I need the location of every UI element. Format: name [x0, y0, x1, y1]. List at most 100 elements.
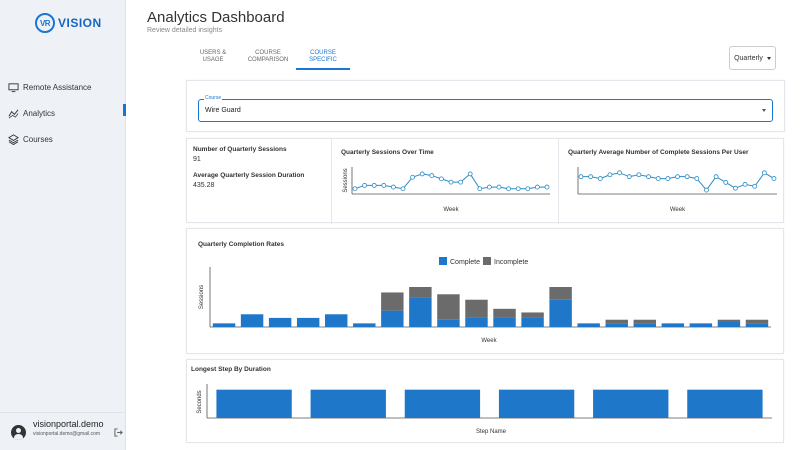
sidebar-item-label: Analytics	[23, 108, 56, 118]
course-select-card: Course Wire Guard	[186, 80, 785, 132]
data-point	[410, 174, 415, 180]
stats-summary: Number of Quarterly Sessions 91 Average …	[193, 146, 328, 231]
sessions-value: 91	[193, 156, 201, 163]
data-point	[704, 187, 709, 193]
data-point	[607, 172, 613, 178]
caret-down-icon	[762, 109, 766, 112]
data-point	[458, 179, 464, 185]
brand-logo[interactable]: VR VISION	[35, 13, 102, 33]
data-point	[371, 183, 377, 188]
x-axis-label: Week	[481, 338, 497, 344]
data-point	[617, 170, 622, 176]
completion-bar-chart: Complete Incomplete Week Sessions	[199, 257, 771, 344]
sidebar-nav: Remote Assistance Analytics Courses	[0, 74, 126, 152]
analytics-icon	[8, 109, 19, 118]
user-email: visionportal.demo@gmail.com	[33, 431, 101, 437]
bar-complete	[493, 317, 516, 327]
data-point	[352, 186, 358, 192]
step-bar	[310, 389, 386, 418]
duration-label: Average Quarterly Session Duration	[193, 172, 305, 179]
data-point	[655, 176, 661, 181]
data-point	[626, 174, 632, 180]
data-point	[381, 183, 387, 188]
data-point	[486, 184, 492, 190]
bar-complete	[661, 323, 685, 327]
data-point	[506, 186, 512, 192]
logout-icon[interactable]	[114, 428, 123, 437]
x-axis-label: Step Name	[476, 429, 507, 435]
legend-swatch-incomplete	[483, 257, 491, 265]
sessions-label: Number of Quarterly Sessions	[193, 146, 287, 153]
bar-complete	[437, 319, 460, 327]
sidebar-item-label: Remote Assistance	[23, 82, 92, 92]
bar-incomplete	[493, 308, 516, 318]
tab-bar: USERS & USAGE COURSE COMPARISON COURSE S…	[186, 50, 350, 70]
data-point	[544, 184, 550, 190]
data-point	[761, 170, 767, 176]
data-point	[636, 172, 642, 178]
page-subtitle: Review detailed insights	[147, 27, 223, 34]
duration-value: 435.28	[193, 182, 215, 189]
data-point	[732, 185, 738, 191]
bar-incomplete	[409, 287, 432, 298]
data-point	[362, 183, 367, 188]
data-point	[477, 186, 483, 192]
bar-incomplete	[521, 312, 544, 318]
legend-label-incomplete: Incomplete	[494, 259, 528, 266]
data-point	[496, 184, 502, 190]
x-axis-label: Week	[443, 207, 459, 213]
avatar-icon[interactable]	[11, 425, 26, 440]
data-point	[646, 174, 651, 180]
y-axis-label: Sessions	[343, 168, 349, 192]
page-title: Analytics Dashboard	[147, 9, 285, 26]
bar-complete	[409, 297, 432, 327]
bar-complete	[465, 317, 488, 327]
tab-users-usage[interactable]: USERS & USAGE	[199, 50, 227, 63]
sidebar: VR VISION Remote Assistance Analytics Co…	[0, 0, 126, 450]
bar-complete	[212, 323, 236, 327]
course-select[interactable]: Course Wire Guard	[198, 95, 773, 122]
bar-incomplete	[381, 292, 404, 311]
bar-complete	[689, 323, 713, 327]
bar-complete	[268, 317, 292, 327]
period-select[interactable]: Quarterly	[729, 46, 776, 70]
brand-name: VISION	[58, 16, 102, 30]
chart-title: Quarterly Average Number of Complete Ses…	[568, 149, 749, 156]
layers-icon	[8, 133, 19, 145]
sidebar-item-analytics[interactable]: Analytics	[0, 100, 126, 126]
step-bar	[593, 389, 669, 418]
longest-step-bar-chart: Step Name Seconds	[197, 384, 772, 435]
sidebar-item-remote-assistance[interactable]: Remote Assistance	[0, 74, 126, 100]
sessions-line-chart: Week Sessions	[343, 167, 550, 213]
bar-incomplete	[549, 287, 572, 300]
tab-course-specific[interactable]: COURSE SPECIFIC	[296, 50, 350, 70]
avg-complete-sessions-panel: Quarterly Average Number of Complete Ses…	[558, 139, 784, 224]
bar-incomplete	[717, 319, 741, 322]
sidebar-item-courses[interactable]: Courses	[0, 126, 126, 152]
period-value: Quarterly	[734, 54, 763, 62]
avg-sessions-line-chart: Week	[577, 167, 777, 213]
data-point	[578, 174, 584, 180]
user-name: visionportal.demo	[33, 419, 104, 429]
data-point	[694, 176, 700, 181]
sessions-over-time-panel: Quarterly Sessions Over Time Week Session…	[331, 139, 558, 224]
bar-incomplete	[745, 319, 769, 324]
completion-rates-card: Quarterly Completion Rates Complete Incom…	[186, 228, 784, 354]
legend-label-complete: Complete	[450, 259, 480, 266]
bar-incomplete	[605, 319, 628, 324]
course-select-label: Course	[204, 95, 223, 101]
data-point	[391, 184, 396, 190]
bar-complete	[605, 323, 628, 327]
data-point	[675, 174, 680, 180]
bar-complete	[325, 314, 348, 327]
bar-incomplete	[437, 294, 460, 320]
bar-complete	[549, 299, 572, 327]
bar-complete	[240, 314, 264, 327]
vr-badge-icon: VR	[35, 13, 55, 33]
data-point	[588, 174, 594, 180]
bar-complete	[745, 323, 769, 327]
bar-complete	[381, 310, 404, 327]
data-point	[665, 176, 671, 181]
step-bar	[216, 389, 292, 418]
tab-course-comparison[interactable]: COURSE COMPARISON	[247, 50, 289, 63]
